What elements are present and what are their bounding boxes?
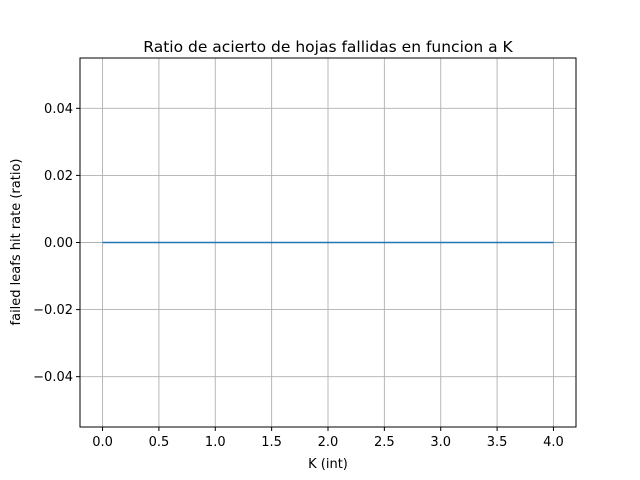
ticks: 0.0 0.5 1.0 1.5 2.0 2.5 3.0 3.5 4.0 −0.04 −0.02 0.0… — [33, 102, 564, 450]
y-tick-label: 0.04 — [44, 102, 73, 117]
x-tick-label: 1.0 — [205, 435, 226, 450]
x-axis-label: K (int) — [308, 457, 348, 472]
y-tick-label: 0.02 — [44, 169, 73, 184]
y-axis-label: failed leafs hit rate (ratio) — [9, 159, 24, 326]
y-tick-label: −0.04 — [33, 370, 73, 385]
chart-title: Ratio de acierto de hojas fallidas en fu… — [143, 38, 513, 56]
x-tick-label: 0.5 — [149, 435, 170, 450]
y-tick-label: −0.02 — [33, 303, 73, 318]
x-tick-label: 4.0 — [543, 435, 564, 450]
x-tick-label: 1.5 — [261, 435, 282, 450]
x-tick-label: 3.5 — [487, 435, 508, 450]
x-tick-label: 2.5 — [374, 435, 395, 450]
x-tick-label: 2.0 — [318, 435, 339, 450]
x-tick-label: 3.0 — [430, 435, 451, 450]
y-tick-label: 0.00 — [44, 236, 73, 251]
x-tick-label: 0.0 — [92, 435, 113, 450]
